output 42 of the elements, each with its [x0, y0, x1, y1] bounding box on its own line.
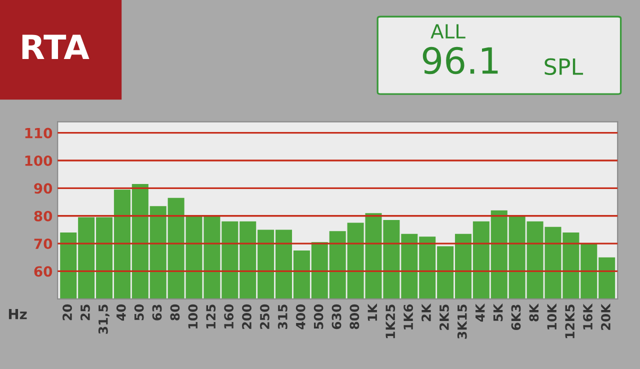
y-tick-label: 90 — [34, 183, 52, 194]
x-tick-label: 1K25 — [386, 304, 396, 338]
x-tick-label: 12K5 — [565, 304, 575, 338]
x-tick-label: 8K — [529, 303, 539, 322]
x-tick-label: 2K — [422, 303, 431, 322]
x-tick-label: 80 — [170, 304, 180, 320]
y-tick-label: 100 — [25, 155, 52, 166]
y-tick-label: 110 — [25, 128, 52, 138]
y-tick-label: 70 — [34, 238, 52, 250]
x-tick-label: 16K — [583, 303, 593, 330]
x-tick-label: 63 — [152, 304, 162, 320]
x-tick-label: 400 — [296, 304, 306, 330]
x-tick-label: 40 — [116, 304, 126, 321]
x-tick-label: 1K — [368, 303, 377, 321]
x-tick-label: 2K5 — [439, 304, 449, 330]
x-tick-label: 630 — [332, 304, 342, 330]
x-tick-label: 25 — [80, 304, 90, 320]
x-tick-label: 20K — [601, 303, 610, 330]
x-tick-label: 31,5 — [98, 304, 110, 334]
text: SPL — [544, 58, 584, 76]
x-axis-title: Hz — [8, 309, 27, 320]
x-tick-label: 315 — [278, 304, 288, 330]
x-tick-label: 200 — [242, 304, 252, 329]
x-tick-label: 50 — [134, 304, 144, 320]
x-tick-label: 3K15 — [457, 304, 467, 339]
x-tick-label: 100 — [188, 304, 198, 328]
x-tick-label: 250 — [260, 304, 270, 329]
text: 96.1 — [422, 46, 498, 74]
x-tick-label: 20 — [62, 304, 72, 320]
y-tick-label: 80 — [34, 210, 52, 222]
text: ALL — [430, 24, 466, 38]
chart-title: RTA — [22, 34, 90, 60]
x-tick-label: 1K6 — [404, 304, 414, 330]
x-tick-label: 10K — [547, 303, 557, 330]
x-tick-label: 160 — [224, 304, 234, 328]
x-tick-label: 6K3 — [511, 304, 521, 330]
x-tick-label: 800 — [350, 304, 360, 330]
y-tick-label: 60 — [34, 266, 52, 277]
x-tick-label: 4K — [476, 303, 485, 322]
x-tick-label: 125 — [206, 304, 216, 328]
x-tick-label: 5K — [493, 303, 503, 322]
x-tick-label: 500 — [314, 304, 324, 329]
